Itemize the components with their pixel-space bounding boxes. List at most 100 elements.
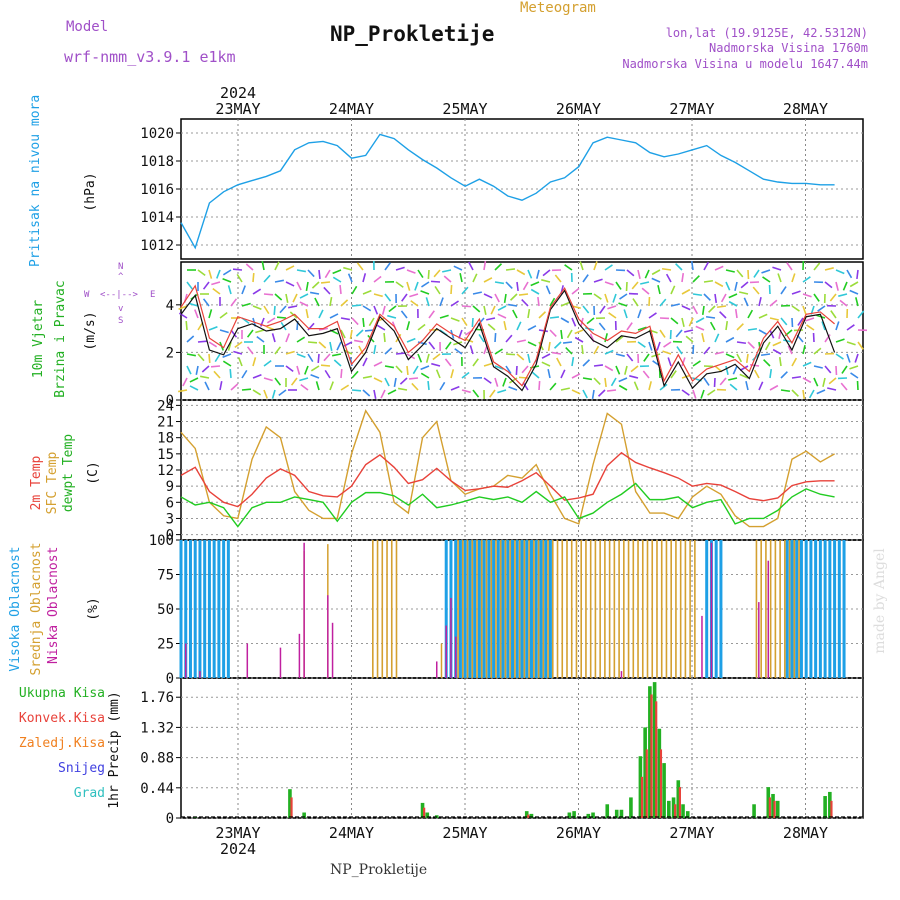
wind-arrow xyxy=(219,381,223,391)
wind-arrow xyxy=(549,316,560,319)
wind-arrow xyxy=(208,326,218,331)
wind-arrow xyxy=(276,316,287,319)
total-precip-bar xyxy=(648,686,652,818)
wind-arrow xyxy=(230,329,238,338)
wind-arrow xyxy=(761,269,771,274)
wind-arrow xyxy=(521,365,529,374)
wind-arrow xyxy=(362,317,365,328)
wind-arrow xyxy=(393,377,397,388)
wind-arrow xyxy=(472,305,481,313)
conv-precip-bar xyxy=(290,797,293,818)
y-tick-label-pressure: 1016 xyxy=(140,182,174,198)
wind-arrow xyxy=(329,313,339,319)
day-label-bottom: 27MAY xyxy=(669,824,714,842)
wind-arrow xyxy=(340,368,343,379)
wind-arrow xyxy=(762,276,771,283)
wind-arrow xyxy=(633,381,639,391)
wind-arrow xyxy=(574,336,584,343)
day-label-top: 24MAY xyxy=(329,100,374,118)
wind-arrow xyxy=(626,269,635,277)
wind-arrow xyxy=(305,281,309,292)
wind-arrow xyxy=(670,370,677,379)
wind-arrow xyxy=(629,375,639,379)
mid-cloud-bar xyxy=(788,540,791,678)
wind-arrow xyxy=(681,357,686,367)
mid-cloud-bar xyxy=(509,540,511,678)
high-cloud-bar xyxy=(506,540,510,678)
mid-cloud-bar xyxy=(580,540,583,678)
wind-arrow xyxy=(222,278,232,283)
wind-arrow xyxy=(186,335,195,343)
day-label-bottom: 28MAY xyxy=(783,824,828,842)
high-cloud-bar xyxy=(496,540,500,678)
wind-arrow xyxy=(420,365,430,371)
high-cloud-bar xyxy=(714,540,718,678)
day-label-bottom: 24MAY xyxy=(329,824,374,842)
wind-arrow xyxy=(835,281,839,291)
wind-arrow xyxy=(509,293,518,301)
wind-arrow xyxy=(461,305,472,308)
wind-arrow xyxy=(725,269,735,273)
wind-arrow xyxy=(439,381,446,391)
wind-arrow xyxy=(565,346,573,355)
wind-arrow xyxy=(263,377,273,382)
wind-arrow xyxy=(186,365,192,375)
wind-arrow xyxy=(593,345,600,355)
wind-arrow xyxy=(414,281,419,291)
mid-cloud-bar xyxy=(547,540,549,678)
wind-arrow xyxy=(835,338,845,343)
wind-arrow xyxy=(362,273,367,283)
y-tick-label-temp: 3 xyxy=(166,511,174,527)
wind-arrow xyxy=(245,263,254,271)
wind-arrow xyxy=(839,299,848,307)
low-cloud-spike xyxy=(298,633,301,678)
wind-arrow xyxy=(758,297,762,307)
mid-cloud-bar xyxy=(490,540,493,678)
wind-arrow xyxy=(200,375,210,379)
wind-arrow xyxy=(222,269,232,276)
y-tick-label-wind: 2 xyxy=(166,345,174,361)
wind-arrow xyxy=(285,293,289,303)
wind-arrow xyxy=(516,269,526,276)
wind-arrow xyxy=(732,365,738,375)
wind-arrow xyxy=(406,269,416,274)
wind-arrow xyxy=(846,341,856,346)
y-tick-label-cloud: 100 xyxy=(149,533,174,549)
wind-arrow xyxy=(494,332,497,343)
wind-arrow xyxy=(681,317,685,327)
wind-arrow xyxy=(202,298,210,307)
wind-arrow xyxy=(615,281,622,290)
wind-arrow xyxy=(545,285,551,295)
wind-arrow xyxy=(314,297,320,307)
wind-arrow xyxy=(772,341,782,347)
high-cloud-bar xyxy=(184,540,188,678)
high-cloud-bar xyxy=(529,540,533,678)
high-cloud-bar xyxy=(203,540,207,678)
wind-arrow xyxy=(665,273,672,283)
wind-arrow xyxy=(642,370,650,379)
low-cloud-spike xyxy=(246,643,249,678)
wind-arrow xyxy=(725,281,731,291)
day-label-top: 25MAY xyxy=(442,100,487,118)
wind-arrow xyxy=(201,365,210,373)
wind-arrow xyxy=(483,362,493,367)
wind-arrow xyxy=(670,285,676,295)
wind-arrow xyxy=(420,372,430,379)
wind-arrow xyxy=(829,293,837,302)
wind-arrow xyxy=(641,287,650,295)
wind-arrow xyxy=(681,272,685,283)
wind-arrow xyxy=(780,286,787,295)
wind-arrow xyxy=(401,293,408,302)
wind-arrow xyxy=(182,377,188,387)
wind-arrow xyxy=(252,272,255,283)
wind-arrow xyxy=(351,389,362,392)
low-cloud-spike xyxy=(445,625,447,678)
wind-arrow xyxy=(681,389,690,396)
low-cloud-spike xyxy=(767,560,770,678)
wind-arrow xyxy=(536,269,540,279)
high-cloud-bar xyxy=(444,540,448,678)
mid-cloud-bar xyxy=(395,540,398,678)
wind-arrow xyxy=(241,302,251,307)
wind-arrow xyxy=(675,329,683,338)
wind-arrow xyxy=(530,288,540,295)
